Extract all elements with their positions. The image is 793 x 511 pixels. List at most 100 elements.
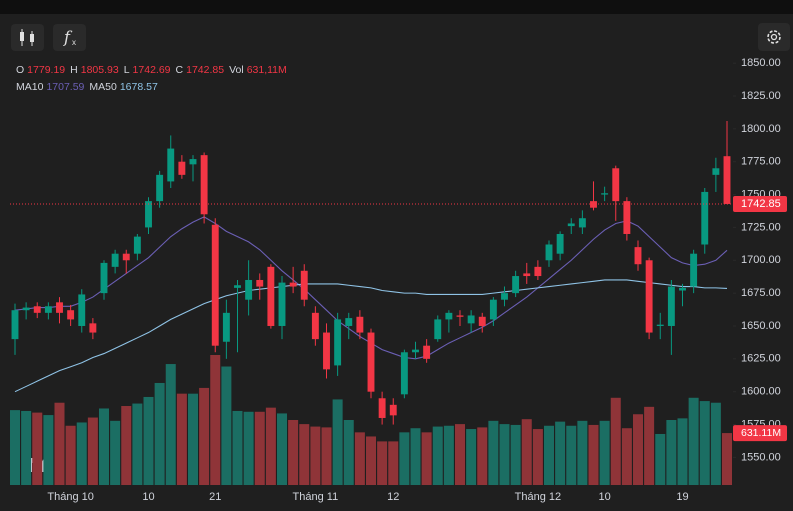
- volume-bar: [276, 413, 288, 485]
- volume-bar: [143, 396, 154, 485]
- candle-body: [78, 294, 86, 326]
- candle-body: [423, 345, 431, 359]
- volume-bar: [365, 436, 377, 485]
- y-tick-label: 1725.00: [741, 221, 781, 233]
- volume-bar: [221, 366, 232, 485]
- volume-bar: [666, 420, 677, 485]
- candle-body: [300, 270, 308, 300]
- volume-bar: [577, 420, 588, 485]
- candle-body: [445, 312, 453, 320]
- volume-bar: [477, 427, 488, 485]
- settings-button[interactable]: [758, 23, 790, 51]
- volume-bar: [644, 406, 655, 485]
- volume-bar: [98, 408, 110, 485]
- y-tick-label: 1600.00: [741, 386, 781, 398]
- volume-bar: [443, 425, 454, 485]
- volume-bar: [87, 417, 98, 485]
- volume-bar: [254, 411, 265, 485]
- volume-bar: [65, 425, 76, 485]
- x-tick-label: 12: [387, 491, 399, 503]
- volume-bar: [655, 433, 666, 485]
- volume-bar: [110, 420, 121, 485]
- x-tick-label: Tháng 10: [47, 491, 93, 503]
- candle-body: [701, 191, 709, 245]
- candle-body: [601, 193, 609, 195]
- indicator-button[interactable]: f x: [53, 24, 86, 51]
- volume-bar: [499, 424, 510, 485]
- volume-bar: [532, 429, 543, 485]
- candle-body: [612, 168, 620, 202]
- candle-body: [400, 352, 408, 395]
- legend: O 1779.19 H 1805.93 L 1742.69 C 1742.85 Vol 631,1…: [16, 64, 287, 93]
- volume-bar: [232, 410, 243, 485]
- legend-key: MA10: [16, 81, 44, 93]
- candle-body: [378, 398, 386, 418]
- candle-body: [389, 404, 397, 416]
- volume-bar: [399, 432, 410, 485]
- volume-bar: [566, 425, 577, 485]
- candle-body: [467, 315, 475, 324]
- y-tick-label: 1625.00: [741, 353, 781, 365]
- candle-body: [133, 236, 141, 254]
- volume-bar: [454, 424, 466, 485]
- legend-key: L: [124, 64, 130, 76]
- x-tick-label: Tháng 11: [293, 491, 339, 503]
- candle-body: [512, 276, 520, 294]
- legend-value: 1742.85: [186, 64, 224, 76]
- candle-body: [145, 201, 152, 228]
- volume-bar: [210, 355, 221, 485]
- candle-body: [556, 233, 564, 254]
- candle-body: [712, 168, 720, 175]
- volume-bar: [432, 426, 443, 485]
- volume-bar: [388, 441, 399, 485]
- volume-bar: [377, 441, 388, 485]
- candle-body: [11, 310, 19, 340]
- volume-bar: [632, 414, 644, 485]
- volume-bar: [243, 411, 254, 485]
- candle-body: [412, 349, 419, 353]
- candle-body: [222, 312, 230, 342]
- volume-bar: [43, 415, 54, 485]
- volume-bar: [21, 410, 32, 485]
- volume-bar: [332, 399, 343, 485]
- x-tick-label: Tháng 12: [515, 491, 561, 503]
- volume-bar: [199, 387, 210, 485]
- candle-body: [645, 260, 653, 333]
- legend-key: Vol: [229, 64, 244, 76]
- candle-body: [545, 244, 553, 261]
- svg-text:f: f: [63, 28, 73, 47]
- volume-bar: [721, 433, 733, 485]
- legend-value: 1805.93: [81, 64, 119, 76]
- volume-bar: [677, 418, 688, 485]
- volume-bar: [510, 424, 521, 485]
- volume-bar: [132, 403, 143, 485]
- candle-body: [122, 253, 130, 261]
- volume-bar: [121, 406, 132, 485]
- candle-body: [267, 266, 275, 326]
- candle-body: [667, 286, 675, 326]
- candle-type-button[interactable]: [11, 24, 44, 51]
- candle-body: [89, 323, 97, 333]
- volume-bar: [710, 402, 721, 485]
- y-tick-label: 1650.00: [741, 320, 781, 332]
- candle-body: [311, 312, 319, 340]
- candle-body: [189, 159, 197, 165]
- legend-key: O: [16, 64, 24, 76]
- candle-body: [567, 223, 575, 227]
- y-tick-label: 1550.00: [741, 451, 781, 463]
- volume-bar: [165, 364, 176, 485]
- candle-body: [278, 282, 286, 326]
- candle-body: [44, 306, 52, 313]
- candle-body: [323, 332, 330, 370]
- legend-value: 1678.57: [120, 81, 158, 93]
- ohlc-legend: O 1779.19 H 1805.93 L 1742.69 C 1742.85 Vol 631,1…: [16, 64, 287, 76]
- ma-line: [14, 279, 728, 393]
- candle-body: [434, 319, 442, 340]
- volume-bar: [32, 412, 43, 485]
- x-tick-label: 10: [142, 491, 154, 503]
- volume-bar: [265, 407, 276, 485]
- legend-key: MA50: [89, 81, 117, 93]
- candle-body: [679, 287, 686, 291]
- y-tick-label: 1850.00: [741, 57, 781, 69]
- legend-value: 1779.19: [27, 64, 65, 76]
